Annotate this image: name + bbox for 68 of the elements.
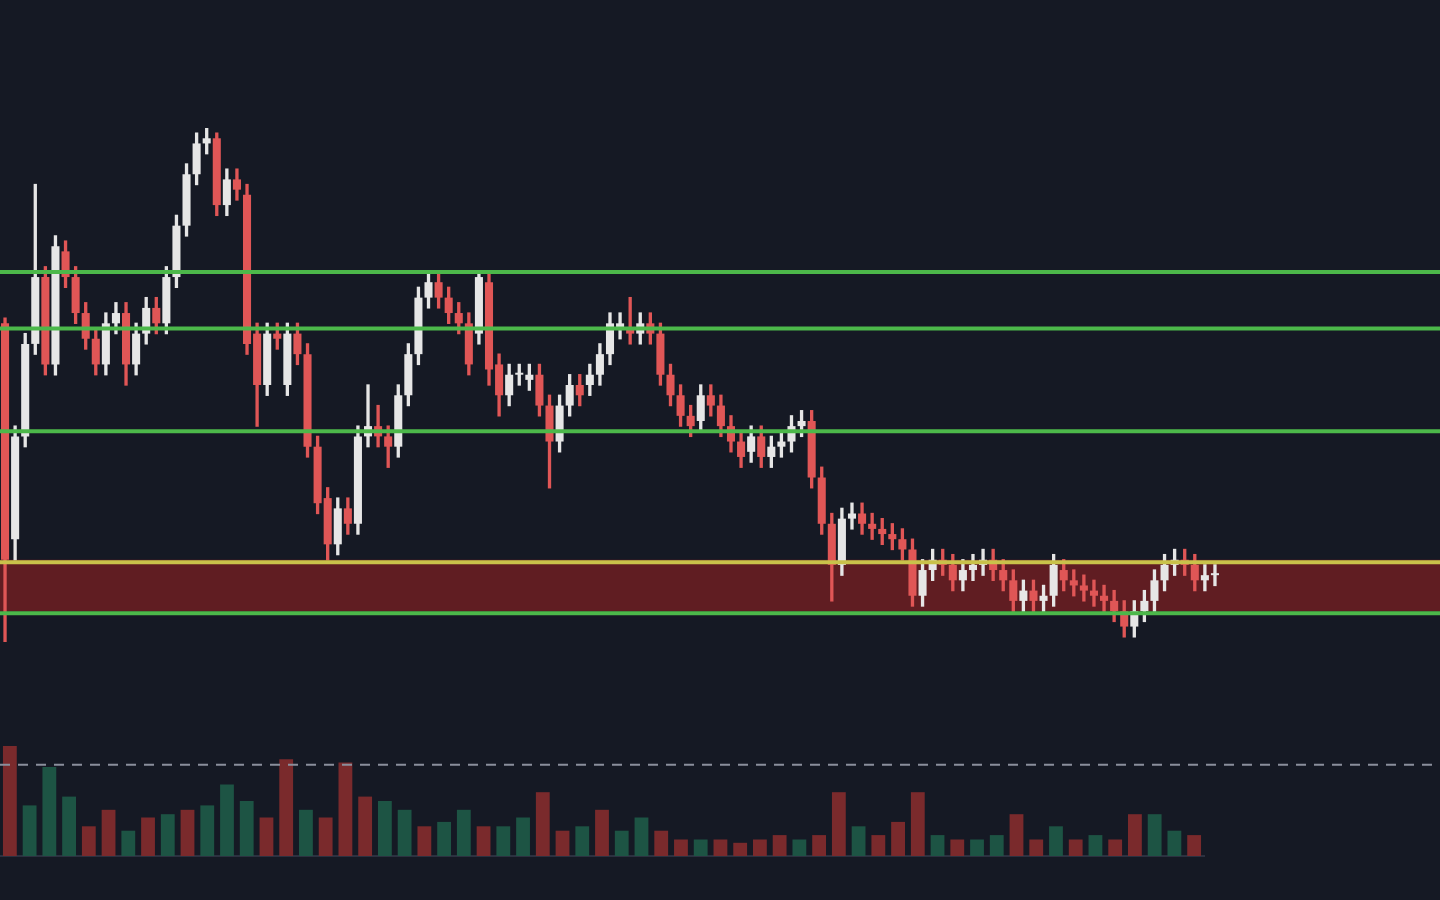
bar — [654, 830, 669, 856]
bar — [1029, 839, 1044, 856]
bar — [377, 801, 392, 856]
bar — [595, 809, 609, 856]
bar — [871, 835, 886, 856]
bar — [160, 814, 175, 856]
candlestick — [1100, 584, 1109, 612]
bar — [456, 809, 471, 856]
bar — [1009, 814, 1024, 856]
bar — [792, 839, 807, 856]
bar — [437, 821, 452, 856]
bar — [733, 842, 748, 856]
bar — [674, 839, 688, 856]
bar — [22, 805, 37, 856]
bar — [81, 826, 96, 856]
bar — [851, 826, 866, 856]
bar — [496, 826, 511, 856]
bar — [101, 809, 116, 856]
bar — [930, 835, 945, 856]
bar — [772, 835, 787, 856]
bar — [713, 839, 728, 856]
bar — [970, 839, 984, 856]
bar — [318, 817, 333, 856]
bar — [239, 801, 254, 856]
bar — [141, 817, 155, 856]
bar — [121, 830, 136, 856]
bar — [831, 792, 846, 856]
bar — [259, 817, 274, 856]
bar — [42, 766, 57, 856]
bar — [812, 835, 827, 856]
bar — [575, 826, 590, 856]
bar — [299, 809, 313, 856]
bar — [950, 839, 965, 856]
bar — [516, 817, 530, 856]
candlestick — [1089, 579, 1098, 607]
bar — [2, 746, 17, 856]
bar — [891, 821, 905, 856]
bar — [1049, 826, 1063, 856]
candlestick — [1079, 574, 1088, 602]
bar — [279, 759, 294, 856]
bar — [1147, 814, 1162, 856]
bar — [1088, 835, 1103, 856]
bar — [220, 784, 234, 856]
bar — [1167, 830, 1182, 856]
bar — [200, 805, 215, 856]
candlestick — [1200, 564, 1209, 592]
bar — [180, 809, 195, 856]
bar — [910, 792, 925, 856]
bar — [338, 762, 353, 856]
bar — [752, 839, 767, 856]
candlestick — [1210, 564, 1219, 587]
bar — [693, 839, 708, 856]
bar — [1187, 835, 1202, 856]
bar — [555, 830, 570, 856]
candlestick — [847, 502, 857, 530]
candlestick — [868, 512, 877, 540]
bar — [614, 830, 629, 856]
bar — [397, 809, 412, 856]
bar — [1068, 839, 1083, 856]
bar — [634, 817, 649, 856]
bar — [476, 826, 491, 856]
bar — [62, 796, 76, 856]
bar — [1128, 814, 1142, 856]
bar — [535, 792, 550, 856]
bar — [358, 796, 373, 856]
bar — [989, 835, 1004, 856]
bar — [1108, 839, 1123, 856]
bar — [417, 826, 432, 856]
